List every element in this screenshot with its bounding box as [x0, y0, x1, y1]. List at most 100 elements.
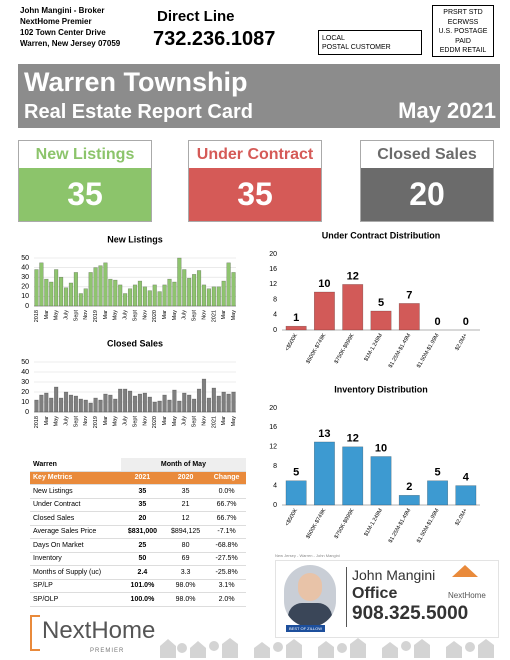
bar [216, 395, 221, 413]
broker-line: NextHome Premier [20, 17, 92, 26]
bar [206, 288, 211, 307]
bar [49, 397, 54, 413]
bar [147, 290, 152, 307]
bar [103, 393, 108, 413]
bar [123, 388, 128, 413]
bar [147, 396, 152, 413]
divider [346, 567, 347, 627]
y-tick-label: 8 [273, 463, 277, 470]
x-tick-label: Sept [73, 310, 79, 322]
table-cell: 20 [120, 511, 164, 526]
bar [201, 284, 207, 307]
table-cell: 69 [164, 552, 208, 566]
box-label: New Listings [19, 141, 151, 168]
direct-phone: 732.236.1087 [153, 28, 276, 50]
x-tick-label: 2021 [211, 310, 217, 322]
x-tick-label: Sept [73, 416, 79, 428]
bar [83, 288, 88, 307]
bar [196, 270, 202, 307]
bar [127, 390, 133, 413]
bar [231, 391, 236, 413]
box-value: 20 [361, 168, 493, 221]
bar [78, 398, 83, 413]
bar [192, 398, 197, 413]
x-tick-label: Nov [201, 310, 207, 320]
agent-ad: BEST OF ZILLOW John Mangini Office 908.3… [275, 560, 499, 638]
y-tick-label: 50 [21, 359, 29, 366]
value-label: 0 [463, 316, 469, 328]
x-tick-label: July [182, 416, 188, 426]
x-tick-label: Nov [83, 310, 89, 320]
chart-title: Under Contract Distribution [322, 230, 441, 240]
x-tick-label: 2019 [93, 416, 99, 428]
x-tick-label: <$500K [284, 507, 299, 527]
x-tick-label: Mar [221, 310, 227, 320]
ad-caption: New Jersey - Warren - John Mangini [275, 553, 340, 558]
bar [172, 389, 177, 413]
bar [211, 387, 216, 413]
table-row: SP/LP 101.0% 98.0% 3.1% [30, 579, 246, 593]
bar [157, 291, 162, 307]
table-cell: 35 [164, 484, 208, 499]
bar [63, 287, 69, 307]
bar [83, 399, 88, 413]
bar [127, 288, 133, 307]
bar [132, 284, 138, 307]
summary-box: Under Contract 35 [188, 140, 322, 222]
ad-logo: NextHome [448, 591, 486, 600]
bar [221, 280, 226, 307]
y-tick-label: 10 [21, 399, 29, 406]
table-header-row: Key Metrics 2021 2020 Change [30, 471, 246, 485]
table-cell: 101.0% [120, 579, 164, 593]
face [298, 573, 322, 601]
value-label: 4 [463, 472, 470, 484]
direct-label: Direct Line [157, 8, 235, 25]
table-cell: -27.5% [207, 552, 246, 566]
bar [398, 495, 420, 506]
y-tick-label: 40 [21, 369, 29, 376]
bar [142, 392, 147, 413]
box-label: Under Contract [189, 141, 321, 168]
box-label: Closed Sales [361, 141, 493, 168]
bar [313, 441, 335, 506]
chart-title: Closed Sales [107, 338, 163, 348]
x-tick-label: <$500K [284, 332, 299, 352]
bar [54, 386, 59, 413]
table-header: Change [207, 471, 246, 485]
house-row [160, 638, 494, 658]
table-cell: $894,125 [164, 525, 208, 539]
bar [88, 272, 93, 307]
x-tick-label: Mar [162, 416, 168, 426]
table-cell: SP/OLP [30, 592, 121, 607]
bar [216, 286, 221, 307]
table-title-row: Warren Month of May [30, 458, 246, 472]
table-cell: 0.0% [207, 484, 246, 499]
bar [221, 391, 226, 413]
houses [160, 638, 494, 658]
table-cell: Months of Supply (uc) [30, 565, 121, 580]
x-tick-label: Mar [103, 416, 109, 426]
table-cell: 35 [120, 484, 164, 499]
table-cell: $831,000 [120, 525, 164, 539]
bar [123, 293, 128, 307]
bar [93, 397, 98, 413]
y-tick-label: 12 [269, 281, 277, 288]
bar [172, 281, 177, 307]
postage-line: PRSRT STD [443, 9, 483, 16]
value-label: 10 [375, 442, 387, 454]
table-cell: Under Contract [30, 498, 121, 512]
table-header: 2021 [120, 471, 164, 485]
x-tick-label: May [172, 310, 178, 321]
table-row: Days On Market 25 80 -68.8% [30, 538, 246, 553]
broker-address: John Mangini - Broker NextHome Premier 1… [20, 5, 120, 49]
bar [103, 262, 108, 307]
bar [108, 394, 113, 413]
table-row: Closed Sales 20 12 66.7% [30, 511, 246, 526]
x-tick-label: $500K-$749K [305, 332, 327, 364]
value-label: 1 [293, 312, 299, 324]
value-label: 5 [435, 467, 441, 479]
banner-date: May 2021 [398, 98, 496, 123]
agent-name: John Mangini [352, 567, 436, 583]
